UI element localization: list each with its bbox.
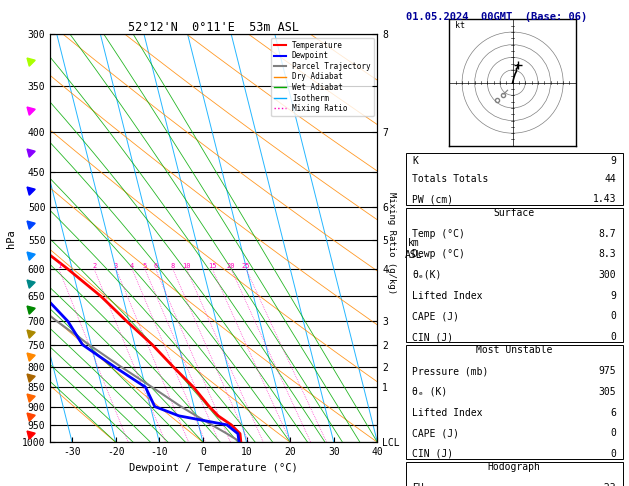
Text: Lifted Index: Lifted Index [412,291,482,301]
Legend: Temperature, Dewpoint, Parcel Trajectory, Dry Adiabat, Wet Adiabat, Isotherm, Mi: Temperature, Dewpoint, Parcel Trajectory… [271,38,374,116]
Text: Pressure (mb): Pressure (mb) [412,366,489,376]
Text: Surface: Surface [494,208,535,218]
Y-axis label: km
ASL: km ASL [405,238,423,260]
Bar [406,462,623,486]
Text: CIN (J): CIN (J) [412,332,454,342]
Text: 3: 3 [114,263,118,269]
Text: 0: 0 [610,332,616,342]
Text: 10: 10 [182,263,191,269]
Text: K: K [412,156,418,166]
Text: 0: 0 [610,428,616,438]
Text: 1: 1 [57,263,61,269]
Text: 20: 20 [227,263,235,269]
Text: 1.43: 1.43 [593,194,616,205]
Text: 975: 975 [599,366,616,376]
X-axis label: Dewpoint / Temperature (°C): Dewpoint / Temperature (°C) [130,463,298,473]
Text: Temp (°C): Temp (°C) [412,228,465,239]
Text: CAPE (J): CAPE (J) [412,312,459,321]
Text: 44: 44 [604,174,616,184]
Text: 9: 9 [610,156,616,166]
Text: 2: 2 [92,263,96,269]
Text: θₑ (K): θₑ (K) [412,387,447,397]
Bar [406,346,623,459]
Text: 305: 305 [599,387,616,397]
Text: 15: 15 [208,263,216,269]
Text: kt: kt [455,21,464,30]
Text: 8: 8 [170,263,175,269]
Text: Totals Totals: Totals Totals [412,174,489,184]
Text: Lifted Index: Lifted Index [412,407,482,417]
Text: 5: 5 [143,263,147,269]
Text: EH: EH [412,483,424,486]
Text: PW (cm): PW (cm) [412,194,454,205]
Text: 25: 25 [242,263,250,269]
Text: 6: 6 [610,407,616,417]
Text: 0: 0 [610,449,616,459]
Title: 52°12'N  0°11'E  53m ASL: 52°12'N 0°11'E 53m ASL [128,21,299,34]
Text: 8.7: 8.7 [599,228,616,239]
Text: 0: 0 [610,312,616,321]
Text: 8.3: 8.3 [599,249,616,259]
Text: 9: 9 [610,291,616,301]
Bar [406,153,623,205]
Text: CAPE (J): CAPE (J) [412,428,459,438]
Text: 6: 6 [153,263,158,269]
Text: Mixing Ratio (g/kg): Mixing Ratio (g/kg) [387,192,396,294]
Y-axis label: hPa: hPa [6,229,16,247]
Text: Dewp (°C): Dewp (°C) [412,249,465,259]
Text: Hodograph: Hodograph [487,462,541,472]
Text: CIN (J): CIN (J) [412,449,454,459]
Text: -23: -23 [599,483,616,486]
Text: Most Unstable: Most Unstable [476,346,552,355]
Bar [406,208,623,342]
Text: 4: 4 [130,263,134,269]
Text: 01.05.2024  00GMT  (Base: 06): 01.05.2024 00GMT (Base: 06) [406,12,587,22]
Text: θₑ(K): θₑ(K) [412,270,442,280]
Text: 300: 300 [599,270,616,280]
